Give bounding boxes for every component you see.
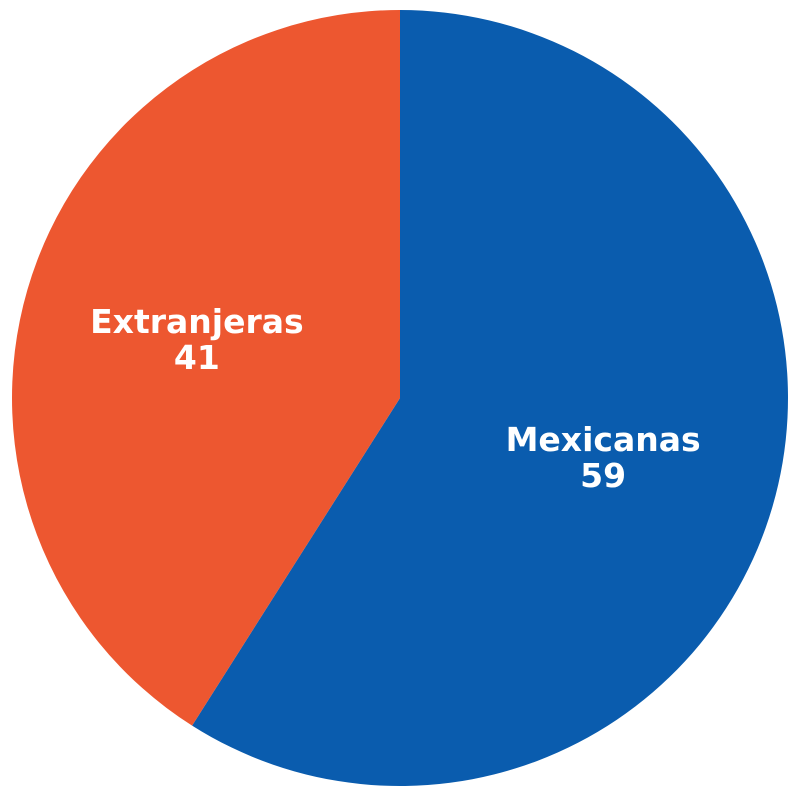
slice-value-mexicanas: 59 xyxy=(580,456,626,495)
slice-label-extranjeras: Extranjeras xyxy=(90,302,304,341)
pie-slice-extranjeras xyxy=(11,10,400,726)
pie-slices xyxy=(11,10,788,786)
slice-label-mexicanas: Mexicanas xyxy=(506,420,701,459)
slice-value-extranjeras: 41 xyxy=(174,338,220,377)
pie-slice-mexicanas xyxy=(192,10,788,786)
